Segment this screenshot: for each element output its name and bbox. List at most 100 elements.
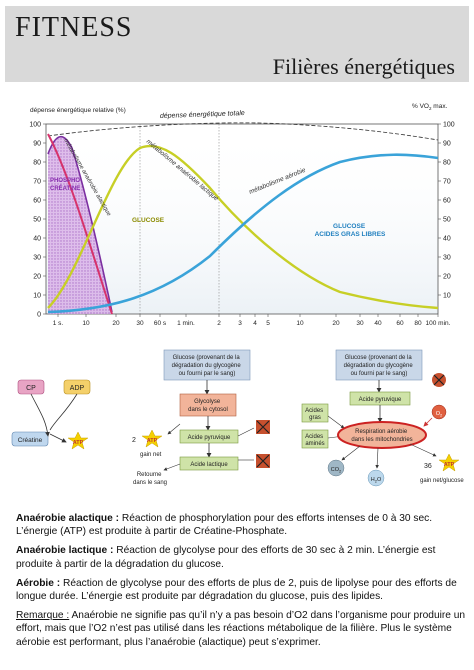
fatty-acids-box: [301, 403, 329, 423]
creatine-box: [11, 431, 49, 447]
x-tick-label: 60: [396, 320, 404, 327]
y-tick-label: 20: [33, 274, 41, 281]
curve-lactic: [47, 144, 439, 310]
x-tick-label: 10: [82, 320, 90, 327]
svg-text:CP: CP: [26, 385, 36, 392]
y-tick-label-right: 70: [443, 179, 451, 186]
x-tick-label: 20: [332, 320, 340, 327]
y-tick-label: 50: [33, 217, 41, 224]
curve-aerobic: [47, 153, 439, 314]
svg-text:ATP: ATP: [147, 438, 158, 444]
h2o-molecule: [367, 469, 385, 487]
y-tick-label-right: 10: [443, 293, 451, 300]
svg-text:Acides gras: Acides gras: [305, 408, 325, 421]
x-tick-label: 1 min.: [177, 320, 195, 327]
x-tick-label: 100 min.: [426, 320, 451, 327]
label-glucose-fat: GLUCOSE ACIDES GRAS LIBRES: [315, 223, 386, 238]
svg-text:gain net/glucose: gain net/glucose: [420, 478, 464, 484]
y-ticks-right: 100 90 80 70 60 50 40 30 20 10: [438, 122, 455, 300]
curve-total: [47, 122, 439, 141]
page-title: FITNESS: [15, 12, 133, 43]
x-tick-label: 40: [374, 320, 382, 327]
y-tick-label: 90: [33, 141, 41, 148]
y-tick-label: 40: [33, 236, 41, 243]
lactic-acid-box: [179, 456, 239, 471]
x-ticks: 1 s. 10 20 30 60 s 1 min. 2 3 4 5 10 20 30 40 60 80 100 …: [53, 314, 451, 327]
x-tick-label: 2: [217, 320, 221, 327]
co2-molecule: [327, 459, 345, 477]
mitochondria: [337, 421, 427, 449]
metabolic-diagrams: CP ADP Créatine ATP Glucose (provenant d…: [11, 349, 464, 487]
y-tick-label: 30: [33, 255, 41, 262]
y-tick-label: 70: [33, 179, 41, 186]
note-aerobic: Aérobie : Réaction de glycolyse pour des…: [16, 577, 457, 603]
x-tick-label: 3: [238, 320, 242, 327]
blocked-icon-aerobic: [432, 373, 446, 387]
svg-text:ATP: ATP: [73, 440, 84, 446]
svg-text:Acide pyruvique: Acide pyruvique: [359, 397, 402, 403]
x-tick-label: 30: [356, 320, 364, 327]
x-tick-label: 10: [296, 320, 304, 327]
x-tick-label: 30: [136, 320, 144, 327]
lactic-source-box: [163, 349, 251, 381]
svg-text:gain net: gain net: [140, 452, 162, 458]
atp-star-alactic: [67, 431, 89, 450]
y-tick-label: 10: [33, 293, 41, 300]
note-lactic: Anaérobie lactique : Réaction de glycoly…: [16, 545, 436, 570]
blocked-icon: [256, 420, 270, 468]
y-tick-label-right: 20: [443, 274, 451, 281]
y-tick-label-right: 40: [443, 236, 451, 243]
curve-phospho-edge: [47, 133, 113, 315]
y-tick-label: 60: [33, 198, 41, 205]
svg-text:Respiration aérobie dans: Respiration aérobie dans les mitochondri…: [351, 429, 412, 443]
aerobic-diagram: Glucose (provenant de la dégradation du …: [301, 349, 464, 487]
note-remark: Remarque : Anaérobie ne signifie pas qu’…: [16, 610, 466, 648]
y-tick-label: 80: [33, 160, 41, 167]
svg-text:2: 2: [132, 437, 136, 444]
svg-text:Acides aminés: Acides aminés: [305, 434, 325, 447]
area-alactic: [48, 136, 112, 314]
svg-text:O2: O2: [436, 411, 443, 418]
page-subtitle: Filières énergétiques: [272, 54, 455, 79]
label-phospho: PHOSPHO- CRÉATINE: [50, 178, 84, 192]
x-tick-label: 20: [112, 320, 120, 327]
svg-text:Acide lactique: Acide lactique: [190, 462, 228, 468]
svg-text:ATP: ATP: [444, 462, 455, 468]
x-tick-label: 5: [266, 320, 270, 327]
svg-text:H2O: H2O: [371, 477, 382, 484]
energy-chart: dépense énergétique relative (%) % VO2 m…: [29, 103, 455, 327]
label-glucose: GLUCOSE: [132, 217, 165, 224]
svg-text:Glucose (provenant de la: Glucose (provenant de la dégradation du …: [344, 355, 415, 377]
o2-molecule: [431, 404, 447, 420]
svg-text:Retourne dans le sang: Retourne dans le sang: [133, 472, 167, 486]
svg-text:Glycolyse dans le cytoso: Glycolyse dans le cytosol: [188, 399, 228, 413]
lactic-diagram: Glucose (provenant de la dégradation du …: [132, 349, 270, 486]
atp-star-lactic: [141, 429, 163, 448]
x-tick-label: 80: [414, 320, 422, 327]
y-tick-label-right: 100: [443, 122, 455, 129]
x-tick-label: 60 s: [154, 320, 167, 327]
y-tick-label-right: 80: [443, 160, 451, 167]
x-tick-label: 1 s.: [53, 320, 64, 327]
amino-acids-box: [301, 429, 329, 449]
y-tick-label-right: 30: [443, 255, 451, 262]
y-tick-label: 100: [29, 122, 41, 129]
alactic-diagram: CP ADP Créatine ATP: [11, 379, 91, 450]
svg-text:ADP: ADP: [70, 385, 85, 392]
svg-text:Créatine: Créatine: [18, 437, 43, 444]
y-tick-label-right: 50: [443, 217, 451, 224]
y-tick-label-right: 90: [443, 141, 451, 148]
y-axis-label-right: % VO2 max.: [412, 103, 448, 111]
svg-text:Acide pyruvique: Acide pyruvique: [188, 435, 231, 441]
note-alactic: Anaérobie alactique : Réaction de phosph…: [16, 513, 433, 538]
y-tick-label-right: 60: [443, 198, 451, 205]
aerobic-source-box: [335, 349, 423, 381]
svg-text:Glucose (provenant de la: Glucose (provenant de la dégradation du …: [172, 355, 243, 377]
x-tick-label: 4: [253, 320, 257, 327]
explanation-notes: Anaérobie alactique : Réaction de phosph…: [16, 512, 466, 655]
y-axis-label-left: dépense énergétique relative (%): [30, 107, 126, 114]
header-band: FITNESS Filières énergétiques: [5, 6, 469, 82]
svg-text:CO2: CO2: [331, 467, 342, 474]
y-tick-label: 0: [37, 312, 41, 319]
